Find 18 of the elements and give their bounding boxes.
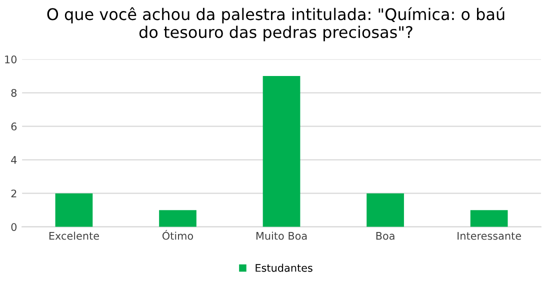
legend-label: Estudantes: [256, 264, 312, 272]
y-tick-label: 6: [11, 122, 17, 130]
x-tick-label: Muito Boa: [256, 232, 307, 240]
bar: [262, 76, 300, 227]
y-tick-label: 4: [11, 156, 17, 164]
bar: [470, 210, 508, 227]
bar: [366, 193, 404, 227]
chart-title: O que você achou da palestra intitulada: "Química: o baú do tesouro das pedras preciosas"?: [47, 7, 504, 42]
y-tick-label: 0: [11, 223, 17, 231]
y-tick-label: 2: [11, 190, 16, 198]
bar: [159, 210, 196, 227]
y-tick-label: 8: [11, 88, 17, 97]
y-tick-label: 10: [5, 55, 17, 64]
x-tick-label: Boa: [376, 232, 394, 240]
bar: [55, 193, 93, 227]
x-tick-label: Interessante: [458, 232, 521, 240]
x-tick-label: Ótimo: [162, 230, 194, 240]
x-tick-label: Excelente: [49, 232, 99, 240]
